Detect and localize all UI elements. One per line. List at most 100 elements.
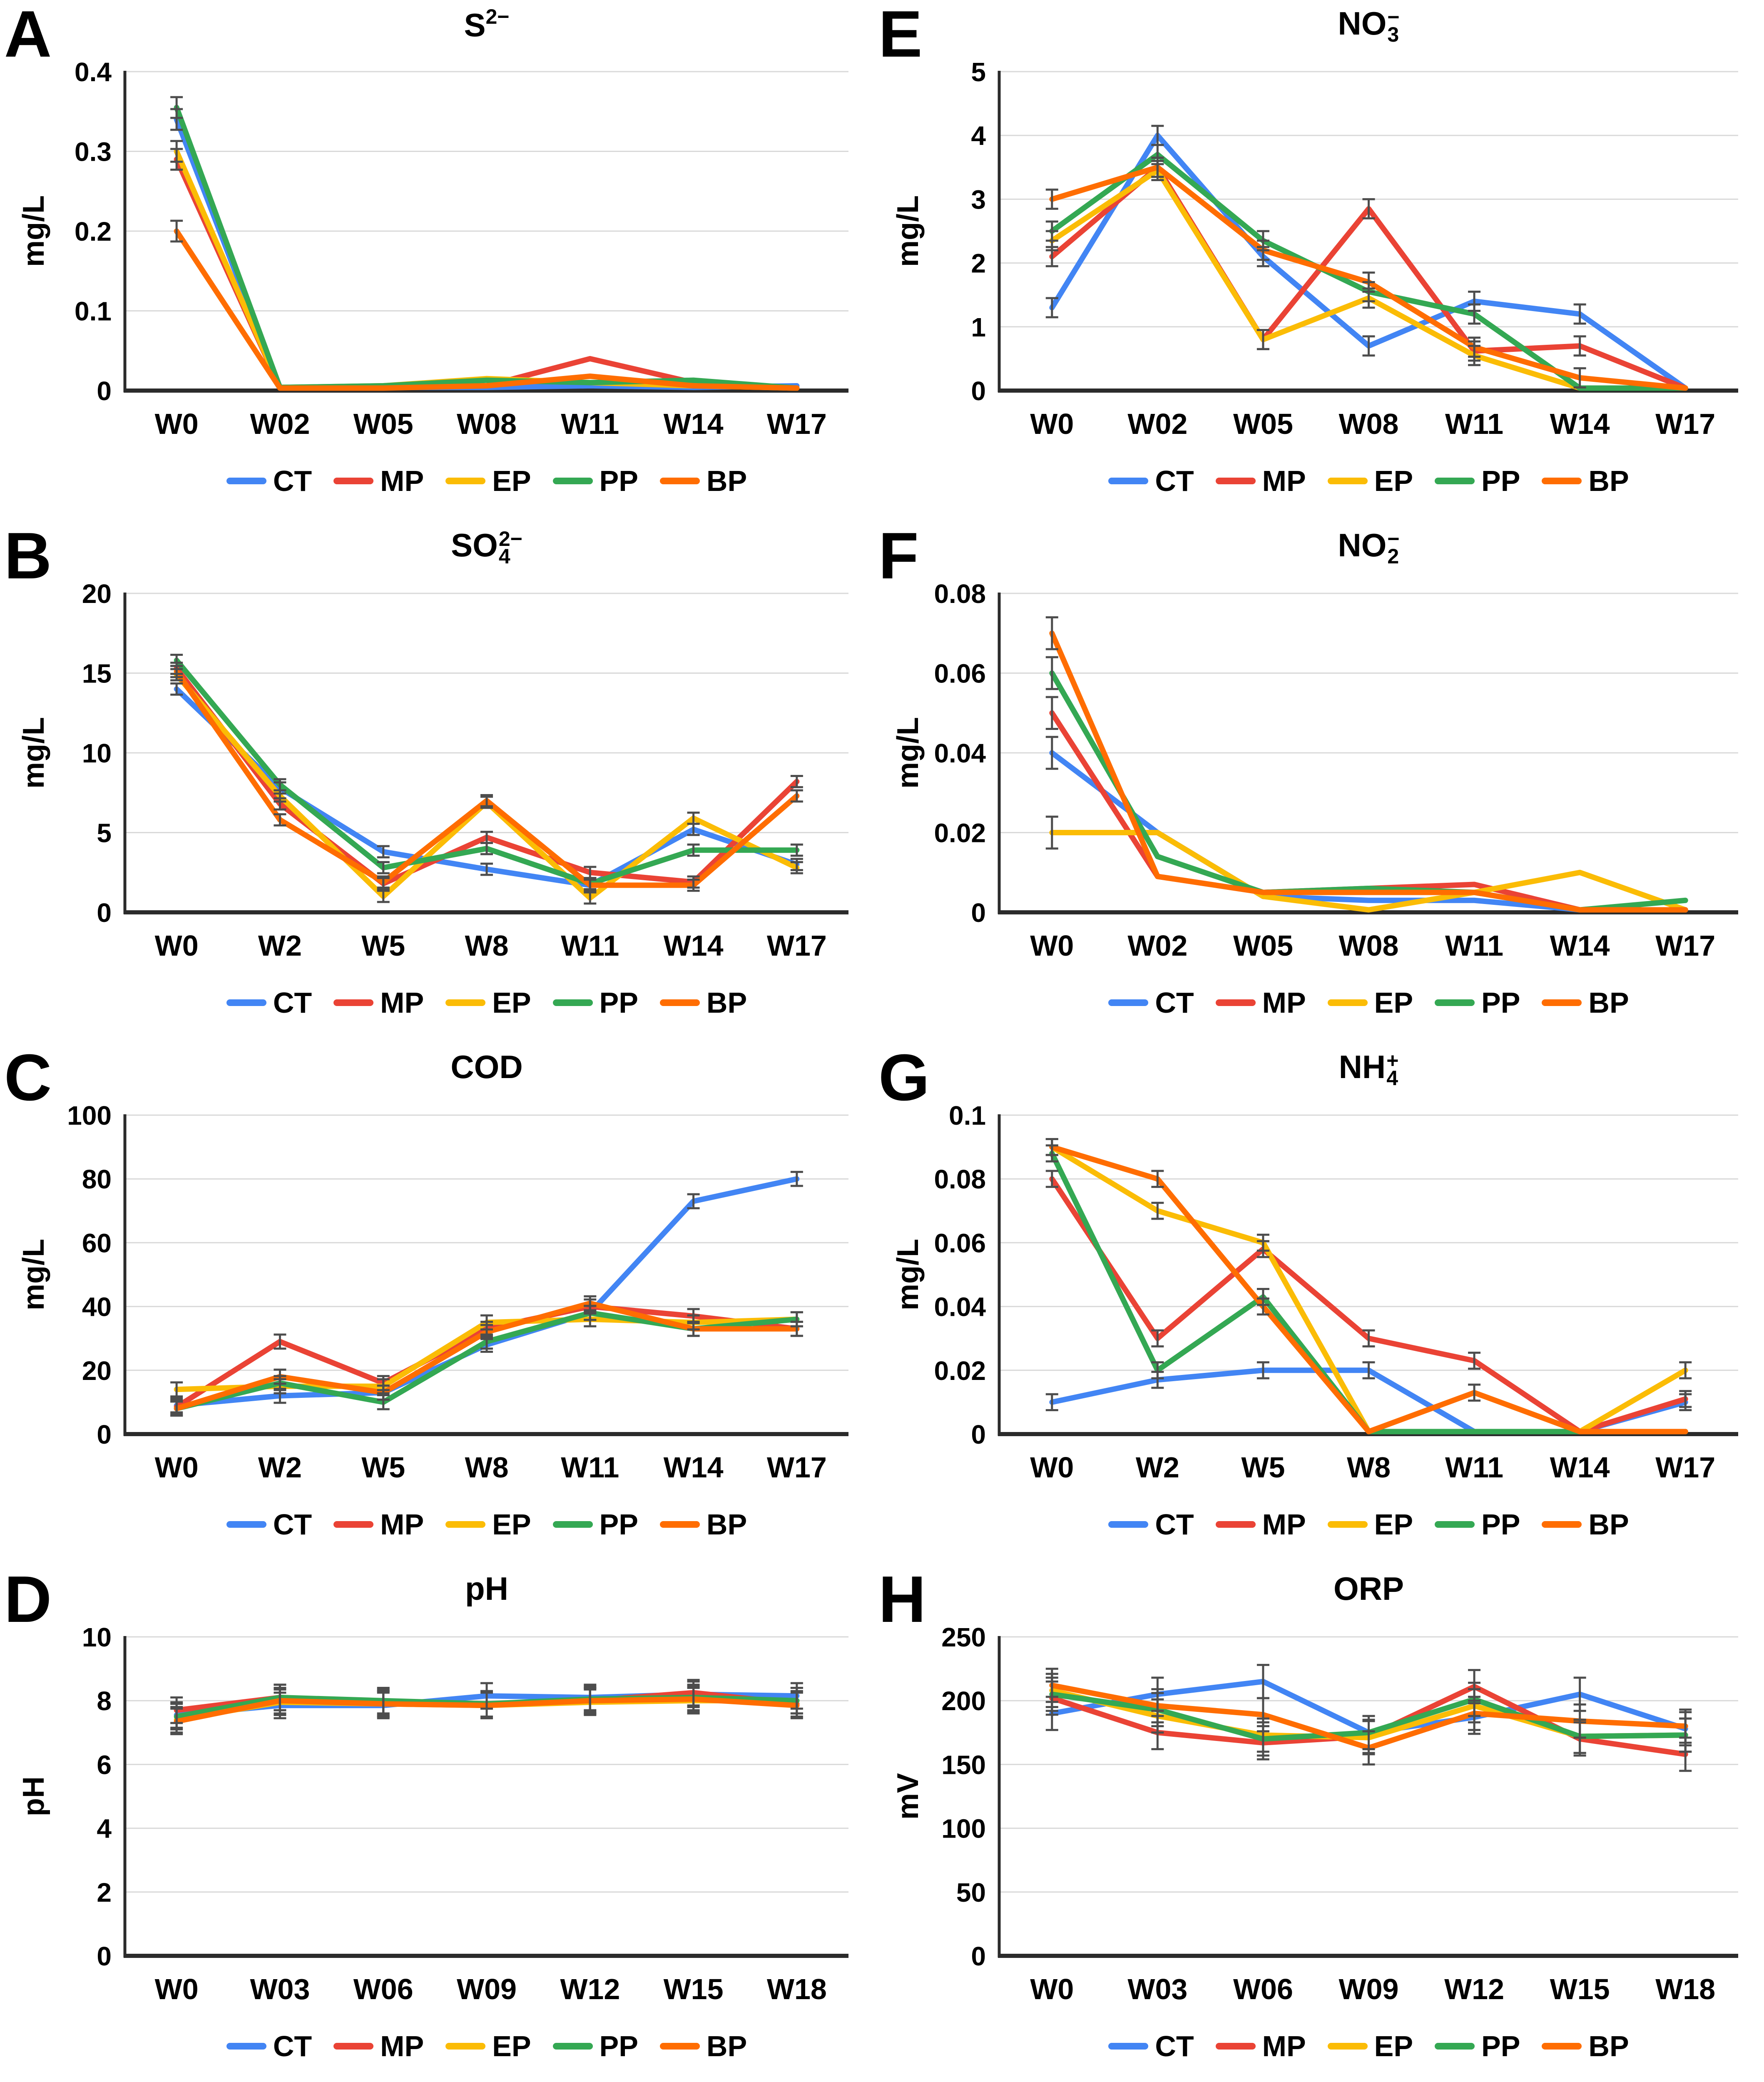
title-sup: +	[1386, 1048, 1399, 1072]
x-tick-label: W08	[1339, 408, 1399, 440]
y-tick-label: 2	[971, 249, 986, 279]
legend-B: CT MP EP PP BP	[125, 980, 848, 1026]
x-tick-label: W09	[457, 1973, 517, 2005]
legend-label-BP: BP	[706, 2030, 747, 2062]
x-tick-label: W0	[1030, 1973, 1074, 2005]
legend-swatch-PP	[1435, 478, 1475, 484]
series-line-EP	[1049, 1144, 1688, 1434]
legend-label-EP: EP	[1374, 465, 1413, 497]
title-sup: −	[1387, 5, 1400, 29]
x-tick-label: W17	[767, 929, 827, 962]
x-tick-label: W17	[1655, 1451, 1715, 1484]
legend-label-EP: EP	[1374, 986, 1413, 1019]
legend-swatch-EP	[1327, 2043, 1368, 2050]
x-tick-label: W0	[1030, 1451, 1074, 1484]
x-tick-label: W15	[664, 1973, 724, 2005]
legend-item-MP: MP	[1215, 1508, 1306, 1541]
x-tick-label: W8	[465, 1451, 509, 1484]
legend-item-BP: BP	[659, 464, 747, 498]
legend-swatch-BP	[659, 478, 700, 484]
legend-swatch-CT	[226, 999, 266, 1006]
y-tick-label: 0	[971, 376, 986, 406]
y-tick-label: 40	[82, 1292, 112, 1322]
legend-item-PP: PP	[1435, 1508, 1520, 1541]
y-tick-label: 10	[82, 738, 112, 768]
legend-label-EP: EP	[492, 1508, 531, 1541]
y-tick-label: 1	[971, 312, 986, 342]
legend-item-MP: MP	[333, 2030, 424, 2063]
legend-item-EP: EP	[1327, 986, 1413, 1019]
legend-swatch-MP	[1215, 478, 1256, 484]
x-tick-label: W5	[361, 1451, 405, 1484]
title-sub: 4	[1386, 1066, 1398, 1090]
title-base: NO	[1338, 527, 1387, 563]
x-tick-label: W2	[258, 929, 302, 962]
x-tick-label: W05	[1233, 408, 1293, 440]
legend-item-CT: CT	[226, 1508, 312, 1541]
legend-swatch-EP	[1327, 1521, 1368, 1528]
legend-label-MP: MP	[380, 2030, 424, 2062]
legend-swatch-CT	[226, 1521, 266, 1528]
y-tick-label: 100	[67, 1101, 112, 1131]
legend-swatch-MP	[333, 478, 374, 484]
x-tick-label: W5	[361, 929, 405, 962]
legend-item-CT: CT	[1108, 464, 1194, 498]
x-tick-label: W0	[155, 408, 199, 440]
legend-swatch-BP	[659, 2043, 700, 2050]
legend-swatch-BP	[1542, 999, 1582, 1006]
legend-swatch-CT	[1108, 1521, 1149, 1528]
title-base: SO	[451, 527, 498, 563]
panel-title-D: pH	[125, 1570, 848, 1608]
title-sup: −	[1387, 527, 1400, 550]
y-axis-title: mg/L	[891, 195, 925, 267]
panel-letter-A: A	[4, 0, 52, 71]
x-tick-label: W02	[1127, 929, 1187, 962]
legend-swatch-PP	[1435, 2043, 1475, 2050]
chart-G: 0 0.02 0.04 0.06 0.08 0.1 W0 W2 W5 W8 W11 W14 W17 mg/…	[891, 1101, 1738, 1484]
legend-item-CT: CT	[1108, 1508, 1194, 1541]
legend-label-MP: MP	[380, 986, 424, 1019]
y-axis-title: mg/L	[17, 195, 50, 267]
x-tick-label: W03	[1127, 1973, 1187, 2005]
legend-label-BP: BP	[706, 465, 747, 497]
y-tick-label: 0.02	[934, 1356, 986, 1386]
panel-title-E: NO −3	[999, 5, 1738, 45]
x-tick-label: W0	[155, 1973, 199, 2005]
y-tick-label: 150	[941, 1750, 986, 1780]
x-tick-label: W11	[561, 1451, 619, 1484]
y-tick-label: 0	[97, 376, 112, 406]
y-tick-label: 0.2	[75, 217, 112, 247]
x-tick-label: W11	[1445, 1451, 1503, 1484]
y-tick-label: 5	[97, 818, 112, 848]
y-axis-title: mV	[891, 1773, 925, 1820]
panel-title-C: COD	[125, 1048, 848, 1086]
x-tick-label: W08	[457, 408, 517, 440]
y-axis-title: mg/L	[17, 717, 50, 789]
legend-item-CT: CT	[226, 2030, 312, 2063]
y-tick-label: 100	[941, 1814, 986, 1844]
legend-label-MP: MP	[1262, 1508, 1306, 1541]
panel-A: A S2− 0 0.1 0.2 0.3 0.4 W0 W02 W05 W08 W11 W14 W17 mg/…	[0, 0, 874, 522]
x-tick-label: W11	[1445, 408, 1503, 440]
y-tick-label: 50	[956, 1878, 986, 1908]
legend-item-BP: BP	[1542, 2030, 1629, 2063]
legend-label-MP: MP	[1262, 986, 1306, 1019]
series-line-CT	[174, 1176, 800, 1408]
y-tick-label: 4	[97, 1814, 112, 1844]
x-tick-label: W12	[1444, 1973, 1504, 2005]
legend-label-PP: PP	[1481, 1508, 1520, 1541]
panel-letter-F: F	[878, 522, 918, 593]
panel-title-H: ORP	[999, 1570, 1738, 1608]
x-tick-label: W0	[1030, 408, 1074, 440]
legend-swatch-CT	[1108, 2043, 1149, 2050]
x-tick-label: W14	[1550, 408, 1610, 440]
legend-item-MP: MP	[1215, 2030, 1306, 2063]
x-tick-label: W17	[767, 1451, 827, 1484]
y-tick-label: 200	[941, 1686, 986, 1716]
legend-item-BP: BP	[659, 2030, 747, 2063]
legend-item-EP: EP	[1327, 2030, 1413, 2063]
y-tick-label: 0	[97, 898, 112, 928]
panel-letter-D: D	[4, 1565, 52, 1636]
chart-A: 0 0.1 0.2 0.3 0.4 W0 W02 W05 W08 W11 W14 W17 mg/L	[17, 57, 848, 440]
x-tick-label: W8	[1347, 1451, 1391, 1484]
